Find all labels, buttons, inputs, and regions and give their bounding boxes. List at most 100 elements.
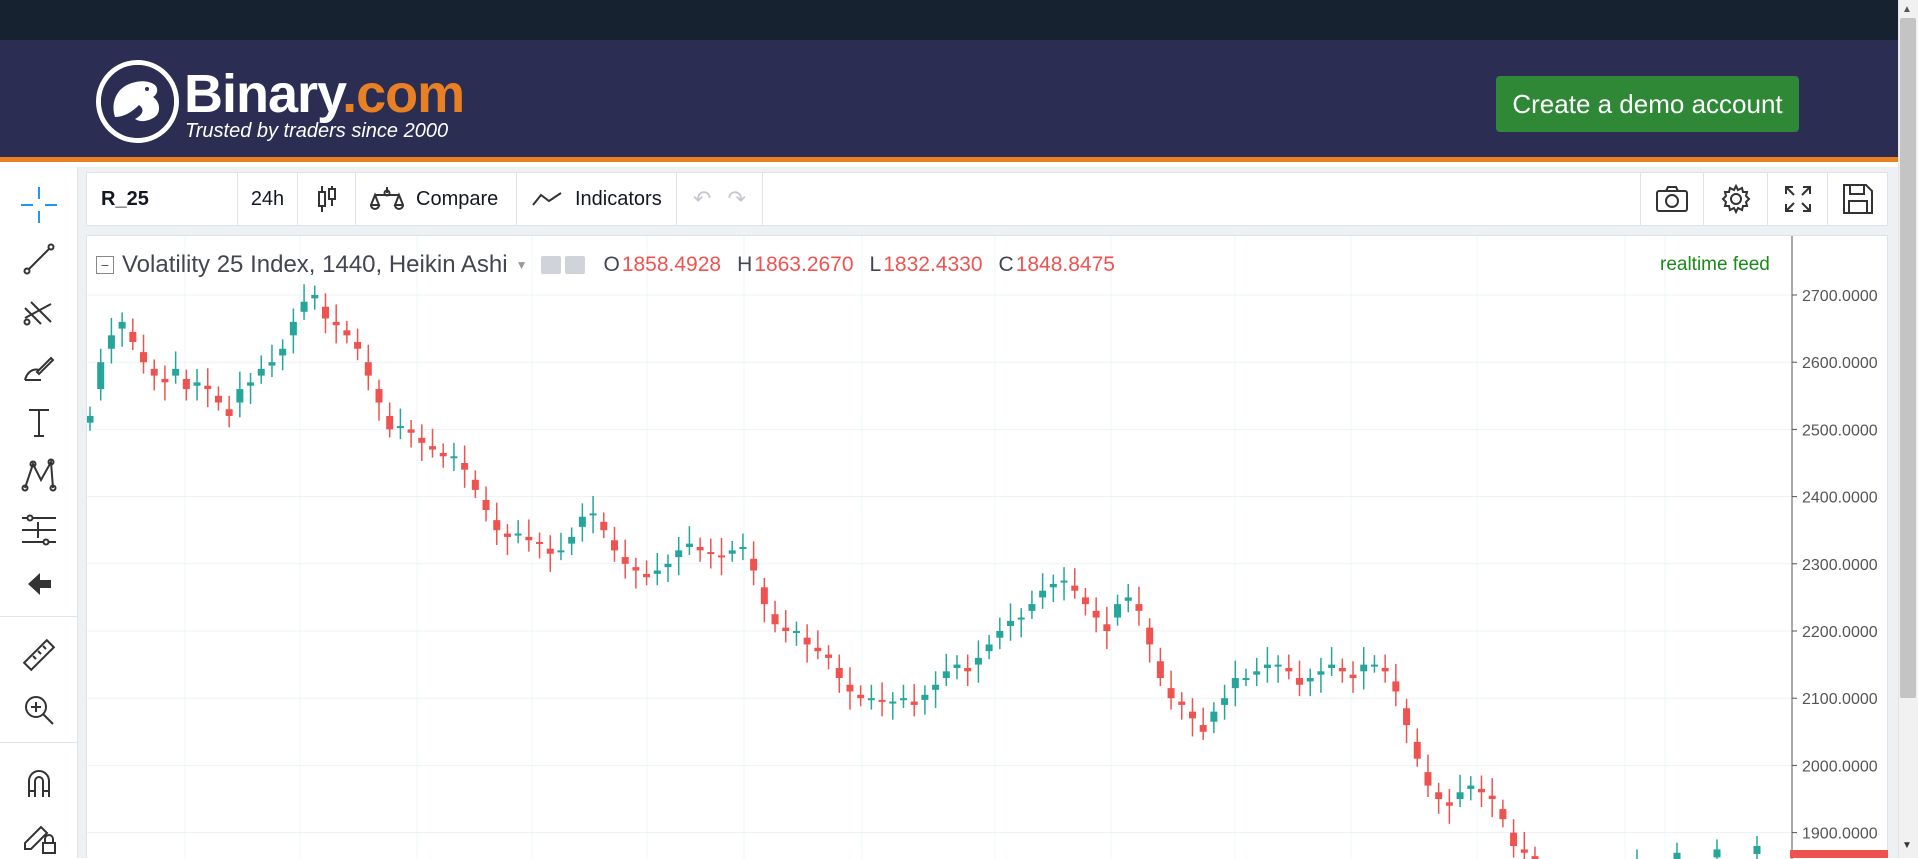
candle-body [150, 368, 158, 376]
scroll-up-arrow-icon[interactable]: ▲ [1902, 4, 1912, 15]
candle-body [889, 701, 897, 704]
y-axis-label: 2400.0000 [1802, 490, 1878, 507]
collapse-legend-icon[interactable]: − [96, 256, 114, 274]
candle-body [1071, 585, 1079, 591]
visibility-icon[interactable] [541, 256, 562, 274]
fullscreen-button[interactable] [1768, 173, 1828, 225]
candle-body [985, 644, 993, 652]
candle-body [214, 395, 222, 403]
candle-body [653, 570, 661, 574]
compare-button[interactable]: Compare [356, 173, 517, 225]
candle-body [514, 533, 522, 536]
compare-label: Compare [416, 187, 499, 210]
pattern-icon[interactable] [18, 455, 60, 497]
candle-body [1510, 832, 1518, 847]
series-title[interactable]: Volatility 25 Index, 1440, Heikin Ashi [122, 251, 508, 278]
scroll-down-arrow-icon[interactable]: ▼ [1902, 840, 1912, 851]
candle-body [1039, 590, 1047, 598]
candle-body [396, 426, 404, 429]
candle-body [386, 415, 394, 430]
save-layout-button[interactable] [1828, 173, 1887, 225]
candle-body [1199, 725, 1207, 732]
candle-body [140, 352, 148, 363]
candle-body [1456, 792, 1464, 799]
candle-body [846, 684, 854, 692]
screenshot-button[interactable] [1640, 173, 1704, 225]
candle-body [247, 382, 255, 386]
candle-body [1060, 580, 1068, 583]
redo-icon[interactable]: ↷ [727, 186, 746, 211]
candle-body [172, 368, 180, 376]
measure-levels-icon[interactable] [18, 509, 60, 551]
zoom-in-icon[interactable] [18, 689, 60, 731]
candle-body [236, 389, 244, 403]
open-label: O [603, 253, 620, 276]
y-axis-label: 2000.0000 [1802, 758, 1878, 775]
y-axis-label: 2700.0000 [1802, 288, 1878, 305]
legend-dropdown-icon[interactable]: ▼ [515, 258, 528, 272]
magnet-icon[interactable] [18, 762, 60, 804]
candle-body [771, 614, 779, 625]
candle-body [1338, 667, 1346, 672]
settings-button[interactable] [1704, 173, 1768, 225]
candle-body [257, 368, 265, 376]
candle-body [536, 541, 544, 544]
symbol-selector[interactable]: R_25 [87, 173, 238, 225]
candle-body [1231, 678, 1239, 689]
indicators-button[interactable]: Indicators [517, 173, 677, 225]
candlestick-chart[interactable]: 2700.0000 2600.0000 2500.0000 2400.0000 2300… [87, 236, 1889, 859]
candle-body [750, 558, 758, 571]
candle-body [1435, 792, 1443, 799]
candle-body [932, 684, 940, 690]
text-icon[interactable] [18, 401, 60, 443]
lock-drawings-icon[interactable] [18, 816, 60, 858]
brush-icon[interactable] [18, 347, 60, 389]
candle-body [803, 637, 811, 645]
candle-body [1381, 667, 1389, 672]
high-label: H [737, 253, 753, 276]
pitchfork-icon[interactable] [18, 293, 60, 335]
candle-body [964, 667, 972, 672]
candle-body [1188, 711, 1196, 719]
series-settings-icon[interactable] [565, 256, 586, 274]
candle-body [1488, 795, 1496, 799]
interval-selector[interactable]: 24h [238, 173, 298, 225]
candle-body [696, 547, 704, 551]
back-arrow-icon[interactable] [18, 563, 60, 605]
candle-body [182, 379, 190, 390]
create-demo-account-button[interactable]: Create a demo account [1496, 76, 1799, 132]
crosshair-icon[interactable] [18, 184, 60, 226]
candle-body [375, 389, 383, 403]
y-axis-label: 2600.0000 [1802, 355, 1878, 372]
binary-logo-icon[interactable] [96, 60, 179, 143]
candle-body [1499, 809, 1507, 820]
candle-body [204, 385, 212, 390]
y-axis-label: 2200.0000 [1802, 624, 1878, 641]
candle-body [1317, 671, 1325, 675]
candle-body [503, 533, 511, 537]
toolbar-divider [0, 742, 78, 743]
chart-pane[interactable]: 2700.0000 2600.0000 2500.0000 2400.0000 2300… [86, 235, 1889, 859]
candle-body [675, 550, 683, 558]
candle-body [589, 513, 597, 516]
chart-type-button[interactable] [298, 173, 356, 225]
candle-body [1328, 664, 1336, 668]
candle-body [87, 415, 94, 423]
candle-body [1156, 661, 1164, 679]
close-label: C [998, 253, 1014, 276]
candle-body [343, 330, 351, 336]
low-value: 1832.4330 [883, 253, 983, 276]
candle-body [129, 331, 137, 343]
ruler-icon[interactable] [18, 635, 60, 677]
candle-body [1296, 678, 1304, 685]
brand-tagline: Trusted by traders since 2000 [185, 120, 449, 142]
candle-body [493, 520, 501, 531]
scale-icon [370, 187, 404, 210]
undo-icon[interactable]: ↶ [693, 186, 712, 211]
candle-body [1306, 678, 1314, 682]
trend-line-icon[interactable] [18, 238, 60, 280]
candle-body [1081, 597, 1089, 605]
scrollbar-thumb[interactable] [1900, 18, 1916, 698]
indicators-label: Indicators [575, 187, 662, 210]
candle-body [600, 521, 608, 531]
